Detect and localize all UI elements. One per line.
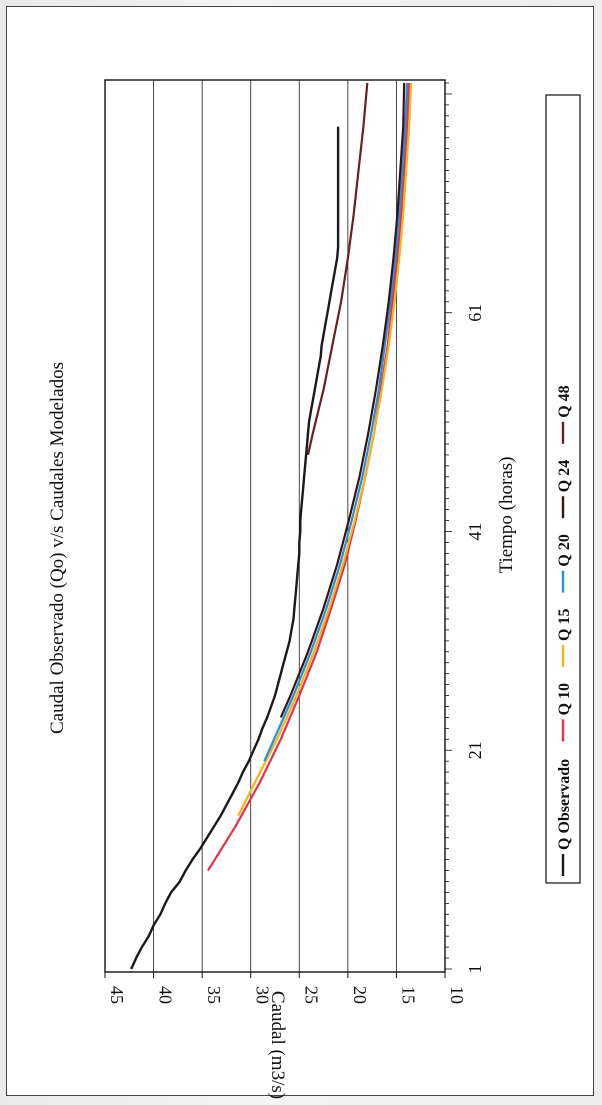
legend: Q Observado Q 10 Q 15 Q 20 Q 24 Q 48 <box>545 94 581 884</box>
y-tick-label-20: 20 <box>350 986 370 1004</box>
y-tick-label-40: 40 <box>156 986 176 1004</box>
series-group <box>130 82 413 970</box>
series-line-q-15 <box>237 82 413 817</box>
x-tick-label-41: 41 <box>465 522 485 540</box>
series-line-q-48 <box>306 82 369 456</box>
y-tick-label-30: 30 <box>253 986 273 1004</box>
y-axis-label: Caudal (m3/s) <box>267 991 288 1099</box>
legend-label-q-20: Q 20 <box>556 534 573 566</box>
x-tick-label-61: 61 <box>465 304 485 322</box>
y-tick-label-45: 45 <box>107 986 127 1004</box>
y-axis-ticks: 10 15 20 25 30 35 40 45 <box>104 972 467 1004</box>
series-line-q-observado <box>130 126 340 970</box>
x-axis-ticks: 1 21 41 61 <box>445 82 485 974</box>
y-tick-label-15: 15 <box>398 986 418 1004</box>
plot-area <box>104 79 446 973</box>
x-axis-label: Tiempo (horas) <box>496 457 517 574</box>
x-tick-label-1: 1 <box>465 965 485 974</box>
legend-items: Q Observado Q 10 Q 15 Q 20 Q 24 Q 48 <box>556 385 573 876</box>
legend-label-q-24: Q 24 <box>556 460 573 492</box>
legend-label-q-48: Q 48 <box>556 385 573 417</box>
series-line-q-20 <box>263 82 409 762</box>
legend-box <box>545 94 581 884</box>
y-tick-label-10: 10 <box>447 986 467 1004</box>
y-tick-label-35: 35 <box>204 986 224 1004</box>
chart-title: Caudal Observado (Qo) v/s Caudales Model… <box>47 362 68 734</box>
y-tick-label-25: 25 <box>301 986 321 1004</box>
series-line-q-24 <box>279 82 406 718</box>
legend-label-q-observado: Q Observado <box>556 759 573 850</box>
x-tick-label-21: 21 <box>465 741 485 759</box>
chart-root: 10 15 20 25 30 35 40 45 1 21 41 61 Caudal Observad… <box>47 79 581 1099</box>
legend-label-q-15: Q 15 <box>556 609 573 641</box>
legend-label-q-10: Q 10 <box>556 683 573 715</box>
